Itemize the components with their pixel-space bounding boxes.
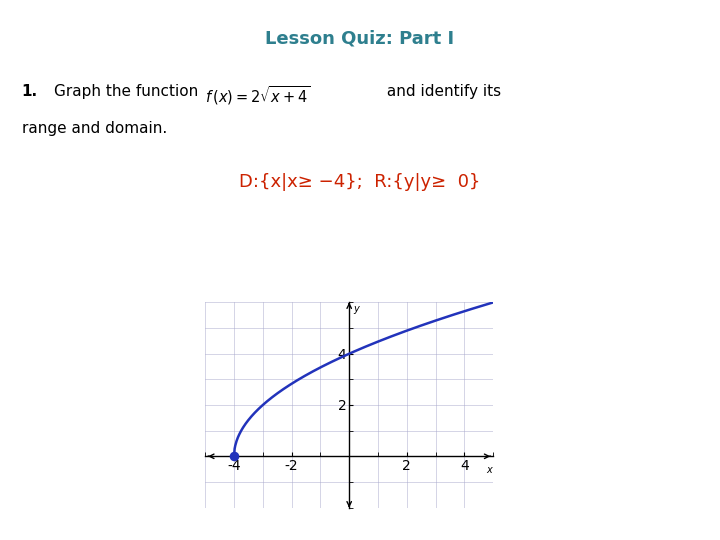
Text: D:{x|x≥ −4};  R:{y|y≥  0}: D:{x|x≥ −4}; R:{y|y≥ 0} [239, 173, 481, 191]
Text: Graph the function: Graph the function [54, 84, 203, 99]
Text: y: y [354, 303, 359, 314]
Text: $f\,(x) = 2\sqrt{x+4}$: $f\,(x) = 2\sqrt{x+4}$ [205, 84, 310, 106]
Text: x: x [486, 465, 492, 475]
Text: 1.: 1. [22, 84, 37, 99]
Text: Lesson Quiz: Part I: Lesson Quiz: Part I [266, 30, 454, 48]
Text: and identify its: and identify its [382, 84, 500, 99]
Text: range and domain.: range and domain. [22, 122, 167, 137]
Point [228, 452, 240, 461]
